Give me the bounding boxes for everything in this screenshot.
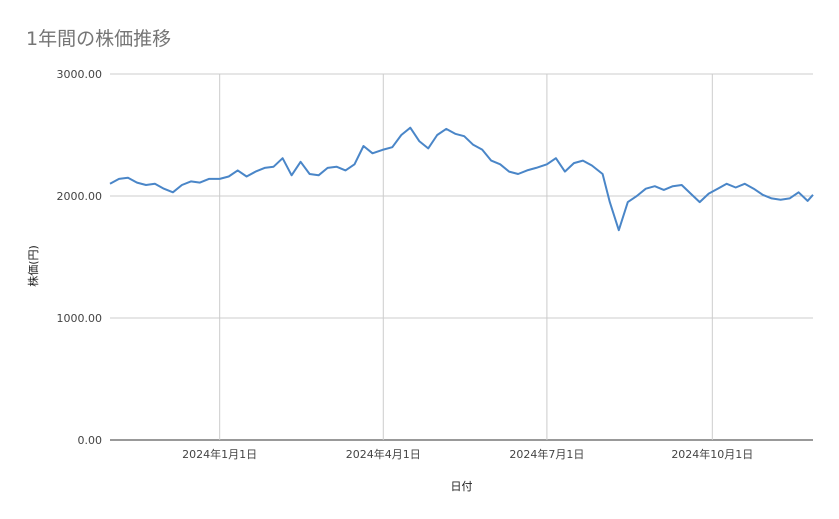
series-line — [109, 126, 814, 232]
y-tick-labels: 0.00 1000.00 2000.00 3000.00 — [57, 68, 103, 447]
y-tick-label: 0.00 — [78, 434, 103, 447]
y-tick-label: 1000.00 — [57, 312, 103, 325]
x-tick-labels: 2024年1月1日 2024年4月1日 2024年7月1日 2024年10月1日 — [182, 447, 753, 461]
x-tick-label: 2024年10月1日 — [671, 447, 753, 461]
x-tick-label: 2024年1月1日 — [182, 447, 257, 461]
x-gridlines — [219, 74, 713, 440]
y-gridlines — [110, 73, 813, 441]
y-axis-label: 株価(円) — [26, 245, 40, 287]
x-tick-label: 2024年4月1日 — [346, 447, 421, 461]
x-axis-label: 日付 — [451, 480, 473, 493]
y-tick-label: 3000.00 — [57, 68, 103, 81]
x-tick-label: 2024年7月1日 — [509, 447, 584, 461]
y-tick-label: 2000.00 — [57, 190, 103, 203]
chart-title: 1年間の株価推移 — [26, 28, 172, 50]
